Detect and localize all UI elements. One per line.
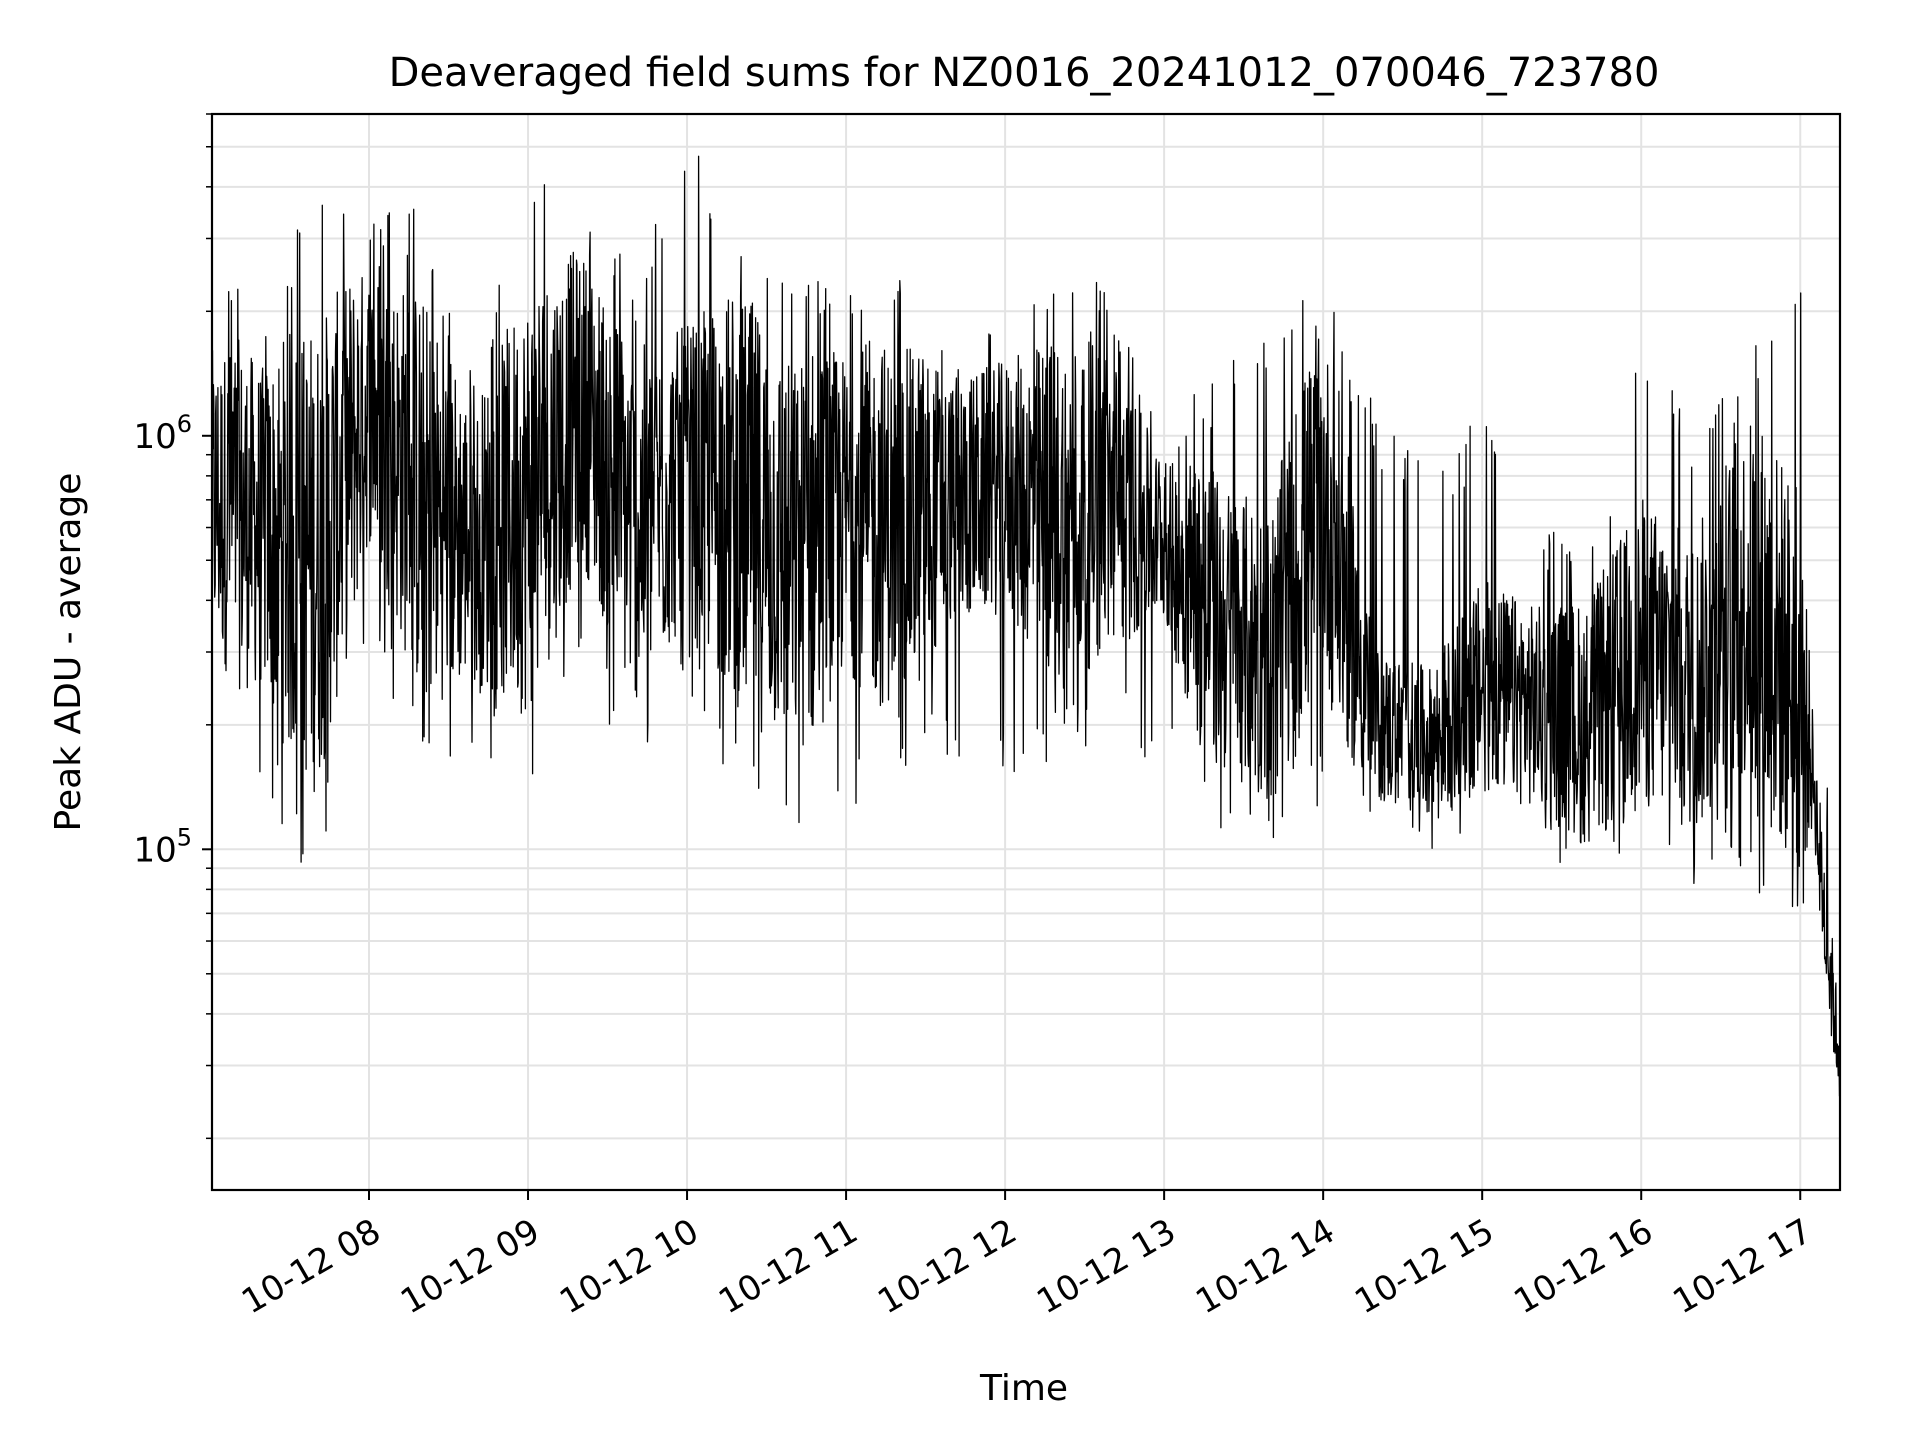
y-axis-label: Peak ADU - average — [48, 473, 89, 832]
x-axis-label: Time — [979, 1368, 1068, 1409]
y-tick-label: 105 — [133, 823, 192, 870]
y-tick-label: 106 — [133, 410, 192, 457]
y-axis-ticks: 105 106 — [133, 113, 212, 1140]
data-series — [211, 155, 1841, 1098]
series-line — [211, 155, 1841, 1098]
chart-title: Deaveraged field sums for NZ0016_2024101… — [389, 50, 1660, 96]
